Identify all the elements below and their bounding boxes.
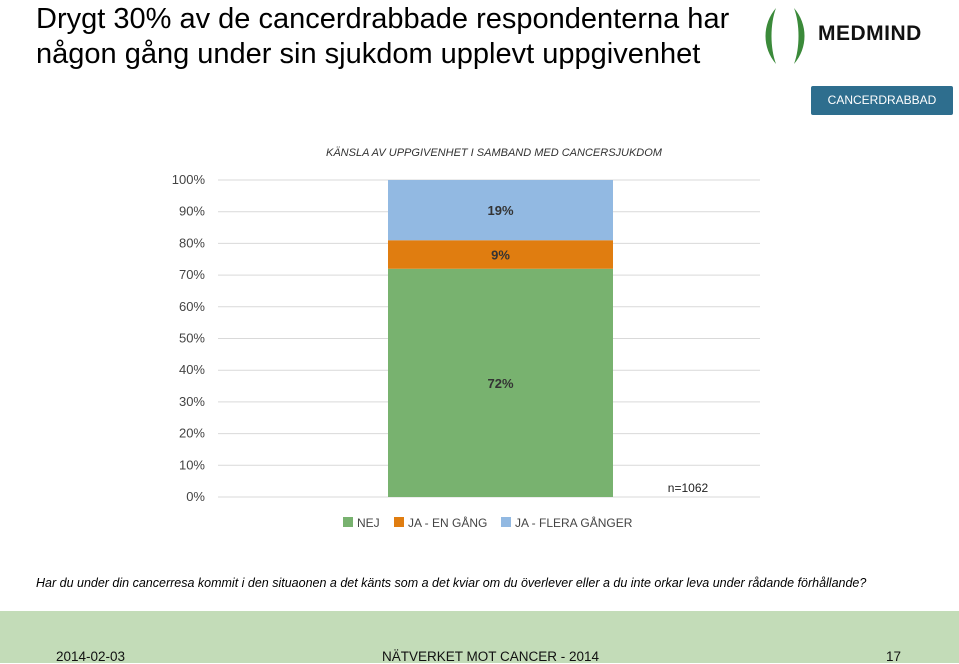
footer-band [0,611,959,663]
y-tick-label: 90% [179,204,205,219]
y-tick-label: 20% [179,426,205,441]
chart-title: KÄNSLA AV UPPGIVENHET I SAMBAND MED CANC… [326,147,663,159]
stacked-bar-chart: KÄNSLA AV UPPGIVENHET I SAMBAND MED CANC… [172,147,760,530]
legend-label-nej: NEJ [357,516,380,530]
legend-label-ja-en-gang: JA - EN GÅNG [408,515,487,530]
bar-segment-nej [388,268,613,497]
footer-page-number: 17 [886,649,902,664]
legend-swatch-ja-en-gang [394,517,404,527]
data-label-nej: 72% [487,376,513,391]
legend-label-ja-flera-ganger: JA - FLERA GÅNGER [515,515,633,530]
y-tick-label: 40% [179,362,205,377]
segment-badge: CANCERDRABBAD [811,86,953,115]
y-tick-label: 50% [179,331,205,346]
survey-question: Har du under din cancerresa kommit i den… [36,576,867,590]
data-label-ja-flera-ganger: 19% [487,203,513,218]
y-tick-label: 80% [179,235,205,250]
sample-size-annotation: n=1062 [668,481,709,495]
logo-text: MEDMIND [818,22,922,45]
footer-title: NÄTVERKET MOT CANCER - 2014 [382,649,600,664]
bar-segment-ja-en-gang [388,240,613,269]
y-tick-label: 100% [172,172,206,187]
y-tick-label: 0% [186,489,205,504]
medmind-logo: MEDMIND [760,4,950,68]
y-tick-label: 10% [179,457,205,472]
slide-title: Drygt 30% av de cancerdrabbade responden… [36,2,756,72]
legend-swatch-ja-flera-ganger [501,517,511,527]
slide-title-line1: Drygt 30% av de cancerdrabbade responden… [36,3,730,35]
y-tick-label: 60% [179,299,205,314]
medmind-logo-icon [765,8,805,64]
y-tick-label: 30% [179,394,205,409]
y-tick-label: 70% [179,267,205,282]
legend-swatch-nej [343,517,353,527]
data-label-ja-en-gang: 9% [491,247,510,262]
slide-title-line2: någon gång under sin sjukdom upplevt upp… [36,38,701,70]
footer-date: 2014-02-03 [56,649,126,664]
bar-segment-ja-flera-ganger [388,180,613,241]
